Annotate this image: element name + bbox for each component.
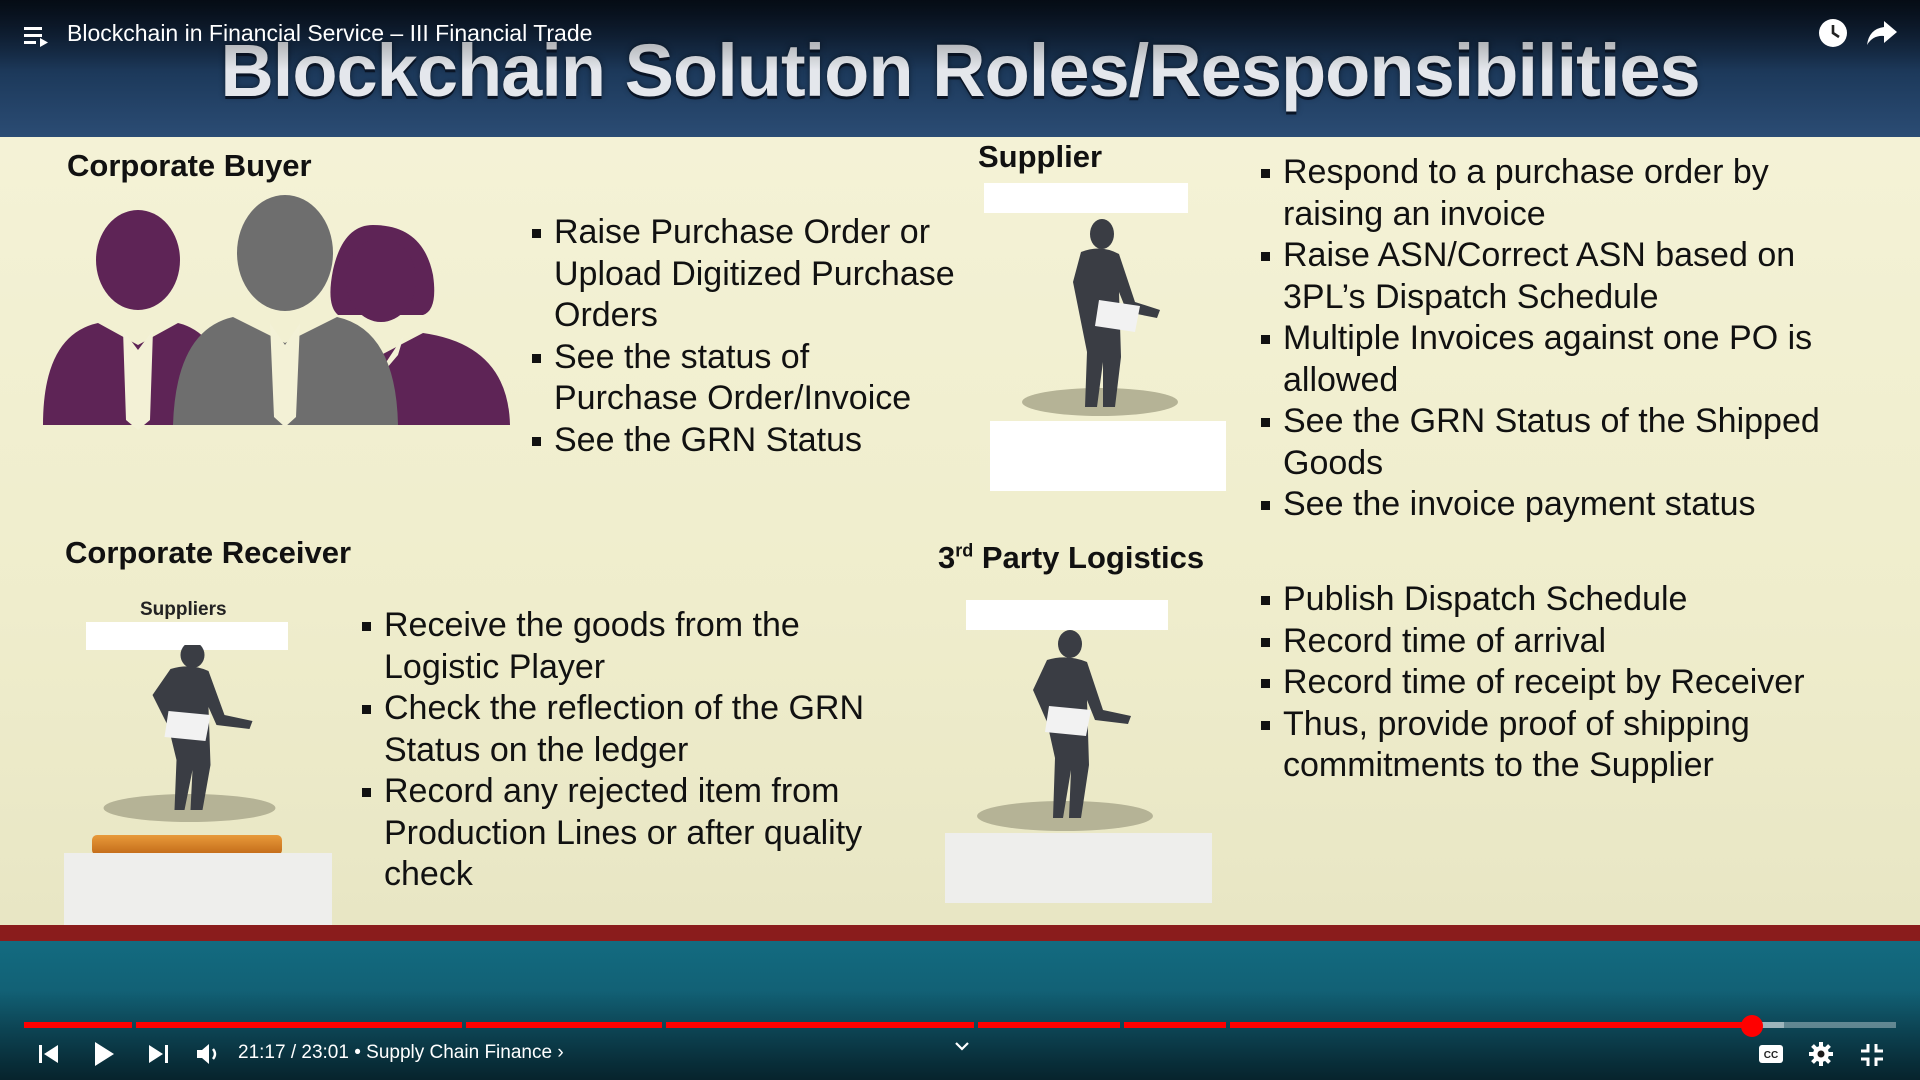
settings-icon[interactable]: [1808, 1041, 1834, 1067]
play-icon[interactable]: [93, 1041, 115, 1067]
redaction-box: [64, 853, 332, 925]
bullet-item: Thus, provide proof of shipping commitme…: [1261, 704, 1861, 787]
time-display: 21:17 / 23:01 • Supply Chain Finance ›: [238, 1042, 564, 1063]
bullet-item: Record any rejected item from Production…: [362, 771, 902, 896]
slide-footer-band: [0, 925, 1920, 941]
redaction-box: [966, 600, 1168, 630]
corporate-receiver-bullets: Receive the goods from the Logistic Play…: [362, 605, 902, 896]
bullet-item: Raise ASN/Correct ASN based on 3PL’s Dis…: [1261, 235, 1861, 318]
svg-text:CC: CC: [1764, 1050, 1778, 1061]
video-title[interactable]: Blockchain in Financial Service – III Fi…: [67, 20, 593, 46]
chapter-segment[interactable]: [136, 1022, 462, 1028]
redaction-box: [990, 421, 1226, 491]
corporate-buyer-heading: Corporate Buyer: [67, 148, 312, 183]
chevron-down-icon[interactable]: [952, 1040, 972, 1054]
bullet-item: Check the reflection of the GRN Status o…: [362, 688, 902, 771]
previous-icon[interactable]: [38, 1044, 60, 1064]
menu-icon[interactable]: [24, 24, 50, 48]
top-overlay: [0, 0, 1920, 70]
businessman-icon: [103, 645, 276, 822]
bullet-item: Receive the goods from the Logistic Play…: [362, 605, 902, 688]
supplier-bullets: Respond to a purchase order by raising a…: [1261, 152, 1861, 526]
chapter-title[interactable]: • Supply Chain Finance ›: [348, 1042, 564, 1063]
chapter-segment[interactable]: [666, 1022, 974, 1028]
supplier-heading: Supplier: [978, 139, 1103, 174]
people-group-icon: [43, 195, 510, 430]
chapter-segment[interactable]: [1124, 1022, 1226, 1028]
bullet-item: Raise Purchase Order or Upload Digitized…: [532, 212, 962, 337]
chapter-segment[interactable]: [466, 1022, 662, 1028]
watch-later-icon[interactable]: [1818, 18, 1848, 48]
chapter-segment[interactable]: [24, 1022, 132, 1028]
chapter-segment[interactable]: [1230, 1022, 1754, 1028]
bullet-item: Record time of receipt by Receiver: [1261, 662, 1861, 704]
exit-fullscreen-icon[interactable]: [1860, 1043, 1884, 1067]
logistics-bullets: Publish Dispatch Schedule Record time of…: [1261, 579, 1861, 787]
bullet-item: See the status of Purchase Order/Invoice: [532, 337, 962, 420]
volume-icon[interactable]: [196, 1042, 222, 1066]
bullet-item: Record time of arrival: [1261, 621, 1861, 663]
bullet-item: See the invoice payment status: [1261, 484, 1861, 526]
next-icon[interactable]: [147, 1044, 169, 1064]
chapter-segment[interactable]: [978, 1022, 1120, 1028]
controls-overlay: [0, 990, 1920, 1080]
logistics-heading: 3rd Party Logistics: [938, 540, 1205, 575]
progress-bar[interactable]: [24, 1022, 1896, 1028]
corporate-receiver-heading: Corporate Receiver: [65, 535, 352, 570]
suppliers-label: Suppliers: [140, 599, 227, 620]
bullet-item: Respond to a purchase order by raising a…: [1261, 152, 1861, 235]
share-icon[interactable]: [1866, 18, 1898, 48]
businessman-icon: [1022, 219, 1178, 416]
remaining-segment[interactable]: [1784, 1022, 1896, 1028]
bullet-item: See the GRN Status: [532, 420, 962, 462]
buffered-segment[interactable]: [1754, 1022, 1784, 1028]
corporate-buyer-bullets: Raise Purchase Order or Upload Digitized…: [532, 212, 962, 461]
get-started-button: [92, 835, 282, 855]
captions-icon[interactable]: CC: [1758, 1044, 1784, 1064]
bullet-item: Publish Dispatch Schedule: [1261, 579, 1861, 621]
businessman-icon: [977, 630, 1153, 831]
bullet-item: See the GRN Status of the Shipped Goods: [1261, 401, 1861, 484]
redaction-box: [945, 833, 1212, 903]
progress-scrubber[interactable]: [1741, 1015, 1763, 1037]
redaction-box: [984, 183, 1188, 213]
bullet-item: Multiple Invoices against one PO is allo…: [1261, 318, 1861, 401]
